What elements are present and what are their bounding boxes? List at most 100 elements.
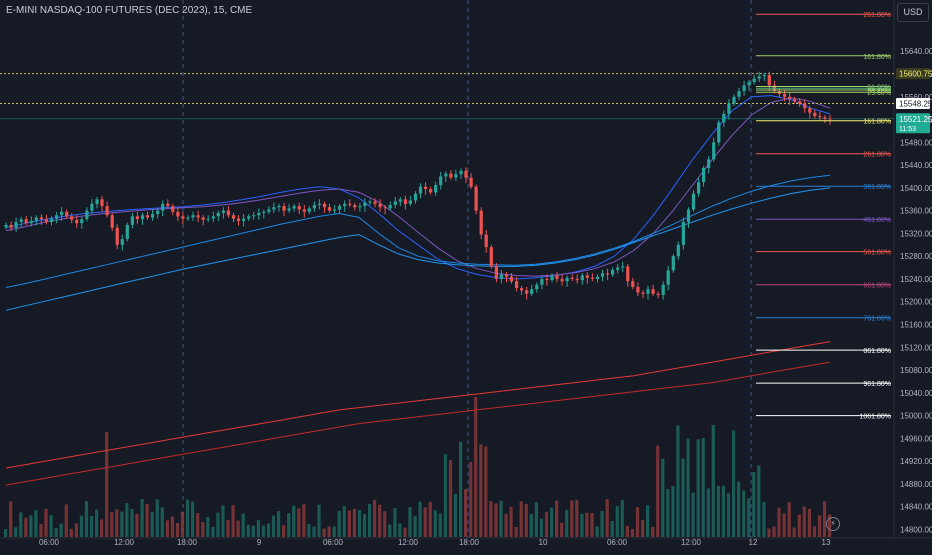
candle-body <box>398 199 402 202</box>
y-tick-label: 15160.00 <box>900 321 932 330</box>
price-tag-label: 15548.25 <box>899 100 932 109</box>
candle-body <box>196 215 200 218</box>
volume-bar <box>110 512 114 537</box>
volume-bar <box>241 513 245 537</box>
volume-bar <box>519 501 523 537</box>
volume-bar <box>529 514 533 537</box>
volume-bar <box>150 511 154 537</box>
candle-body <box>626 266 630 282</box>
volume-bar <box>322 528 326 537</box>
volume-bar <box>378 504 382 537</box>
volume-bar <box>656 445 660 537</box>
volume-bar <box>448 460 453 537</box>
volume-bar <box>54 528 58 537</box>
volume-bar <box>368 504 372 537</box>
y-tick-label: 15120.00 <box>900 343 932 352</box>
candle-body <box>307 208 311 212</box>
candle-body <box>788 96 792 100</box>
price-tag-countdown: 11:53 <box>899 126 916 133</box>
volume-bar <box>797 514 801 537</box>
volume-bar <box>681 458 685 537</box>
volume-bar <box>266 523 271 537</box>
currency-button[interactable]: USD <box>897 3 929 22</box>
candle-body <box>515 281 519 288</box>
candle-body <box>646 289 650 294</box>
candle-body <box>727 103 731 114</box>
candle-body <box>39 217 43 220</box>
volume-bar <box>4 529 8 537</box>
candle-body <box>575 279 579 281</box>
candle-body <box>100 199 104 207</box>
candle-body <box>590 277 594 279</box>
volume-bar <box>332 526 336 537</box>
volume-bar <box>261 525 265 537</box>
volume-bar <box>408 507 412 537</box>
volume-bar <box>742 490 746 537</box>
volume-bar <box>651 527 655 537</box>
price-tag <box>896 68 930 80</box>
volume-bar <box>822 501 827 537</box>
x-tick-label: 12:00 <box>114 538 135 547</box>
x-tick-label: 06:00 <box>607 538 628 547</box>
volume-bar <box>812 526 816 537</box>
volume-bar <box>580 514 584 537</box>
candle-body <box>176 211 180 217</box>
candle-body <box>44 219 48 222</box>
volume-bar <box>231 505 235 537</box>
volume-bar <box>575 499 579 537</box>
volume-bar <box>428 501 432 537</box>
volume-bar <box>747 498 751 537</box>
candle-body <box>115 227 119 245</box>
volume-bar <box>59 523 63 537</box>
volume-bar <box>201 522 205 537</box>
volume-bar <box>792 527 796 537</box>
candle-body <box>120 239 124 245</box>
candle-body <box>252 215 256 217</box>
volume-bar <box>337 511 341 537</box>
volume-bar <box>155 499 159 537</box>
candle-body <box>186 217 190 219</box>
volume-bar <box>292 505 296 537</box>
volume-bar <box>474 397 478 537</box>
candle-body <box>686 209 691 222</box>
candle-body <box>429 189 433 193</box>
lightning-icon[interactable]: ⚡ <box>826 517 840 531</box>
volume-bar <box>479 444 483 537</box>
volume-bar <box>625 525 629 537</box>
volume-bar <box>504 513 508 537</box>
volume-bar <box>287 513 291 537</box>
volume-bar <box>550 507 554 537</box>
candle-body <box>504 274 509 277</box>
volume-bar <box>590 513 594 537</box>
moving-average-line <box>5 95 831 280</box>
candle-body <box>282 206 286 211</box>
candle-body <box>742 85 746 92</box>
candle-body <box>257 212 261 216</box>
candle-body <box>211 216 215 219</box>
volume-bar <box>489 501 493 537</box>
candle-body <box>231 215 236 219</box>
candle-body <box>413 193 418 201</box>
candle-body <box>793 99 797 102</box>
volume-bar <box>459 441 463 537</box>
candle-body <box>327 207 332 211</box>
volume-bar <box>802 506 806 537</box>
volume-bar <box>49 515 53 537</box>
candle-body <box>585 275 589 278</box>
candle-body <box>520 288 524 291</box>
fib-level-label: 861.80% <box>863 348 891 355</box>
volume-bar <box>130 508 134 537</box>
candle-body <box>343 203 347 207</box>
candle-body <box>353 205 357 208</box>
candle-body <box>459 170 463 175</box>
candle-body <box>434 185 438 193</box>
volume-bar <box>327 526 331 537</box>
candle-body <box>140 215 145 220</box>
candle-body <box>747 82 751 86</box>
candle-body <box>424 186 428 189</box>
volume-bar <box>302 504 306 537</box>
volume-bar <box>165 520 169 537</box>
volume-bar <box>413 516 417 537</box>
